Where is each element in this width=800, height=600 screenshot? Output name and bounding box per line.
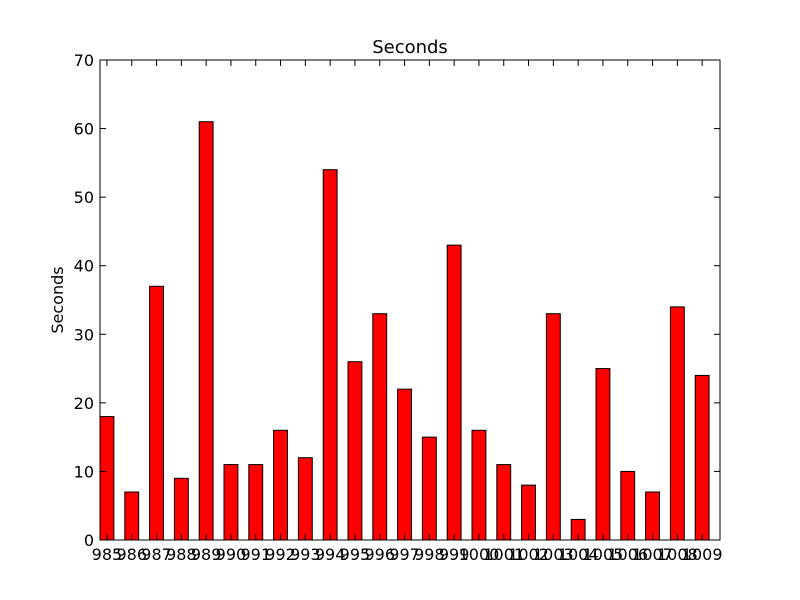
x-tick-label: 989 [191, 545, 222, 564]
y-tick-label: 40 [74, 257, 94, 276]
bar-990 [223, 464, 239, 541]
x-tick-label: 1001 [483, 545, 524, 564]
y-tick-label: 50 [74, 188, 94, 207]
x-tick-label: 993 [290, 545, 321, 564]
x-tick-label: 1006 [607, 545, 648, 564]
bar-1001 [496, 464, 512, 541]
bar-998 [421, 436, 437, 541]
bar-1007 [645, 491, 660, 541]
bars-group [99, 121, 710, 541]
bar-995 [347, 361, 363, 541]
x-tick-label: 999 [439, 545, 470, 564]
y-axis-label: Seconds [48, 266, 67, 333]
x-tick-label: 992 [265, 545, 296, 564]
x-tick-label: 1003 [533, 545, 574, 564]
bar-991 [248, 464, 264, 541]
x-tick-label: 1002 [508, 545, 549, 564]
bar-992 [273, 429, 288, 541]
bar-986 [124, 491, 140, 541]
bar-988 [173, 477, 189, 541]
x-tick-label: 1008 [657, 545, 698, 564]
x-tick-label: 994 [315, 545, 346, 564]
y-ticks-group: 0 10 20 30 40 50 60 70 [74, 51, 720, 550]
x-tick-label: 998 [414, 545, 445, 564]
x-tick-label: 986 [116, 545, 147, 564]
x-tick-label: 996 [364, 545, 395, 564]
x-tick-label: 1007 [632, 545, 673, 564]
x-tick-label: 985 [92, 545, 123, 564]
bar-1009 [694, 374, 710, 541]
bar-994 [322, 169, 338, 541]
x-tick-label: 1000 [459, 545, 500, 564]
bar-996 [372, 313, 388, 541]
bar-999 [446, 244, 462, 541]
bar-1005 [595, 368, 611, 541]
bar-1008 [669, 306, 685, 541]
x-tick-label: 987 [141, 545, 172, 564]
bar-1000 [471, 429, 487, 541]
bar-1003 [545, 313, 561, 541]
y-tick-label: 0 [84, 531, 94, 550]
y-tick-label: 20 [74, 394, 94, 413]
x-tick-label: 1009 [682, 545, 723, 564]
x-tick-label: 1005 [583, 545, 624, 564]
bar-1002 [521, 484, 536, 541]
plot-frame [99, 59, 721, 541]
bar-989 [198, 121, 214, 541]
x-tick-label: 991 [240, 545, 271, 564]
bar-1006 [620, 470, 636, 541]
bar-997 [397, 388, 412, 541]
bar-985 [99, 416, 115, 541]
x-tick-label: 988 [166, 545, 197, 564]
x-tick-label: 997 [389, 545, 420, 564]
bar-987 [149, 285, 164, 541]
y-tick-label: 70 [74, 51, 94, 70]
y-tick-label: 60 [74, 120, 94, 139]
bar-993 [297, 457, 313, 541]
x-ticks-group: 9859869879889899909919929939949959969979… [92, 60, 723, 564]
x-tick-label: 1004 [558, 545, 599, 564]
x-tick-label: 990 [216, 545, 247, 564]
chart-title: Seconds [372, 37, 448, 58]
x-tick-label: 995 [340, 545, 371, 564]
y-tick-label: 10 [74, 462, 94, 481]
y-tick-label: 30 [74, 325, 94, 344]
